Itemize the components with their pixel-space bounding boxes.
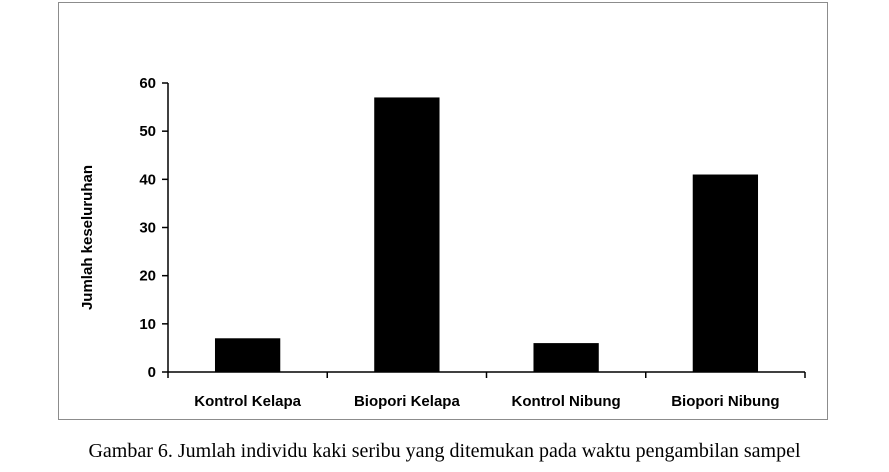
bar-biopori-nibung	[692, 174, 759, 372]
y-tick-label: 40	[139, 171, 156, 188]
y-tick-label: 10	[139, 316, 156, 333]
x-tick-label: Kontrol Nibung	[512, 393, 621, 410]
y-tick-label: 0	[148, 364, 156, 381]
y-tick-label: 30	[139, 220, 156, 237]
y-tick-label: 20	[139, 268, 156, 285]
x-axis-ticks: Kontrol Kelapa Biopori Kelapa Kontrol Nibu…	[167, 372, 806, 410]
y-tick-label: 50	[139, 123, 156, 140]
y-axis-ticks: 0 10 20 30 40 50 60	[139, 75, 168, 381]
y-axis-title: Jumlah keseluruhan	[79, 165, 96, 310]
bars	[214, 97, 759, 372]
bar-kontrol-nibung	[533, 343, 599, 372]
x-tick-label: Biopori Kelapa	[354, 393, 461, 410]
x-tick-label: Biopori Nibung	[671, 393, 779, 410]
y-tick-label: 60	[139, 75, 156, 92]
x-tick-label: Kontrol Kelapa	[194, 393, 301, 410]
bar-kontrol-kelapa	[214, 338, 281, 372]
bar-chart: 0 10 20 30 40 50 60 Kontrol Kelapa Biopori Kela…	[79, 75, 806, 410]
bar-biopori-kelapa	[374, 97, 440, 372]
figure-caption: Gambar 6. Jumlah individu kaki seribu ya…	[88, 440, 801, 462]
